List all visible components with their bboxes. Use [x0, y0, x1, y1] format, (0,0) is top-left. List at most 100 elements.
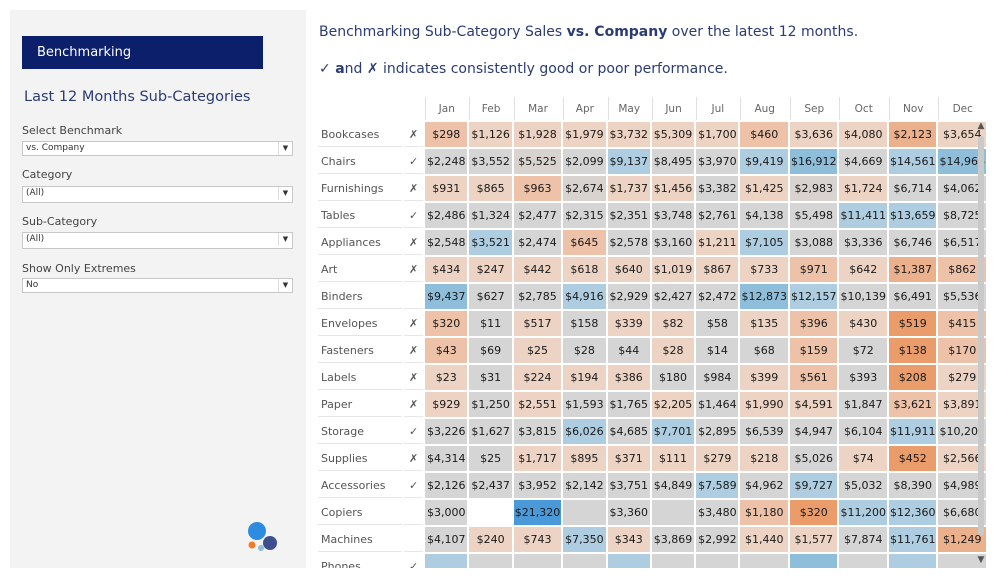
heatmap-cell[interactable]: $3,336 — [839, 230, 887, 255]
heatmap-cell[interactable]: $5,525 — [513, 149, 562, 174]
heatmap-cell[interactable]: $1,387 — [888, 257, 937, 282]
heatmap-cell[interactable]: $1,717 — [513, 446, 562, 471]
heatmap-cell[interactable] — [839, 554, 887, 568]
heatmap-cell[interactable] — [938, 554, 986, 568]
heatmap-cell[interactable]: $743 — [513, 527, 562, 552]
heatmap-cell[interactable]: $298 — [425, 122, 468, 147]
heatmap-cell[interactable]: $1,990 — [740, 392, 788, 417]
heatmap-cell[interactable]: $3,815 — [513, 419, 562, 444]
heatmap-cell[interactable]: $12,360 — [888, 500, 937, 525]
heatmap-cell[interactable]: $1,724 — [839, 176, 887, 201]
heatmap-cell[interactable]: $393 — [839, 365, 887, 390]
heatmap-cell[interactable]: $971 — [789, 257, 838, 282]
heatmap-cell[interactable]: $434 — [425, 257, 468, 282]
heatmap-cell[interactable]: $159 — [789, 338, 838, 363]
heatmap-cell[interactable] — [607, 554, 650, 568]
heatmap-cell[interactable]: $3,636 — [789, 122, 838, 147]
heatmap-cell[interactable]: $2,351 — [607, 203, 650, 228]
heatmap-cell[interactable]: $7,105 — [740, 230, 788, 255]
heatmap-cell[interactable]: $14,561 — [888, 149, 937, 174]
heatmap-cell[interactable]: $452 — [888, 446, 937, 471]
heatmap-cell[interactable]: $3,088 — [789, 230, 838, 255]
heatmap-cell[interactable]: $44 — [607, 338, 650, 363]
sub-category-dropdown[interactable]: (All) ▼ — [22, 232, 293, 249]
heatmap-cell[interactable]: $4,107 — [425, 527, 468, 552]
heatmap-cell[interactable]: $1,464 — [696, 392, 739, 417]
heatmap-cell[interactable]: $642 — [839, 257, 887, 282]
heatmap-cell[interactable]: $69 — [469, 338, 512, 363]
heatmap-cell[interactable] — [696, 554, 739, 568]
heatmap-cell[interactable]: $4,916 — [563, 284, 606, 309]
heatmap-cell[interactable]: $2,992 — [696, 527, 739, 552]
heatmap-cell[interactable]: $895 — [563, 446, 606, 471]
heatmap-cell[interactable]: $7,589 — [696, 473, 739, 498]
heatmap-cell[interactable]: $11,200 — [839, 500, 887, 525]
heatmap-cell[interactable]: $13,659 — [888, 203, 937, 228]
heatmap-cell[interactable]: $74 — [839, 446, 887, 471]
heatmap-cell[interactable]: $43 — [425, 338, 468, 363]
heatmap-cell[interactable]: $9,137 — [607, 149, 650, 174]
heatmap-cell[interactable]: $1,211 — [696, 230, 739, 255]
heatmap-cell[interactable]: $963 — [513, 176, 562, 201]
heatmap-cell[interactable]: $240 — [469, 527, 512, 552]
heatmap-cell[interactable]: $618 — [563, 257, 606, 282]
heatmap-cell[interactable]: $6,104 — [839, 419, 887, 444]
heatmap-cell[interactable]: $4,962 — [740, 473, 788, 498]
heatmap-cell[interactable]: $4,685 — [607, 419, 650, 444]
heatmap-cell[interactable]: $23 — [425, 365, 468, 390]
heatmap-cell[interactable]: $1,765 — [607, 392, 650, 417]
heatmap-cell[interactable]: $21,320 — [513, 500, 562, 525]
heatmap-cell[interactable]: $1,737 — [607, 176, 650, 201]
heatmap-cell[interactable]: $279 — [696, 446, 739, 471]
heatmap-cell[interactable]: $247 — [469, 257, 512, 282]
heatmap-cell[interactable] — [651, 554, 695, 568]
heatmap-cell[interactable]: $1,440 — [740, 527, 788, 552]
heatmap-cell[interactable]: $28 — [563, 338, 606, 363]
heatmap-cell[interactable]: $11,911 — [888, 419, 937, 444]
heatmap-cell[interactable]: $2,315 — [563, 203, 606, 228]
heatmap-cell[interactable]: $2,123 — [888, 122, 937, 147]
scroll-up-icon[interactable]: ▲ — [977, 121, 985, 131]
heatmap-cell[interactable]: $1,456 — [651, 176, 695, 201]
heatmap-cell[interactable]: $1,847 — [839, 392, 887, 417]
heatmap-cell[interactable]: $7,350 — [563, 527, 606, 552]
heatmap-cell[interactable]: $645 — [563, 230, 606, 255]
scroll-down-icon[interactable]: ▼ — [977, 555, 985, 565]
heatmap-cell[interactable]: $1,126 — [469, 122, 512, 147]
select-benchmark-dropdown[interactable]: vs. Company ▼ — [22, 141, 293, 156]
heatmap-cell[interactable]: $11,761 — [888, 527, 937, 552]
heatmap-cell[interactable]: $2,472 — [696, 284, 739, 309]
heatmap-cell[interactable]: $2,785 — [513, 284, 562, 309]
heatmap-cell[interactable]: $2,929 — [607, 284, 650, 309]
heatmap-cell[interactable]: $72 — [839, 338, 887, 363]
heatmap-cell[interactable]: $3,751 — [607, 473, 650, 498]
heatmap-cell[interactable] — [740, 554, 788, 568]
heatmap-cell[interactable]: $6,746 — [888, 230, 937, 255]
heatmap-cell[interactable]: $2,983 — [789, 176, 838, 201]
heatmap-cell[interactable]: $1,979 — [563, 122, 606, 147]
heatmap-cell[interactable]: $386 — [607, 365, 650, 390]
heatmap-cell[interactable]: $11 — [469, 311, 512, 336]
heatmap-cell[interactable]: $3,521 — [469, 230, 512, 255]
heatmap-cell[interactable]: $12,157 — [789, 284, 838, 309]
heatmap-cell[interactable]: $442 — [513, 257, 562, 282]
heatmap-cell[interactable]: $3,970 — [696, 149, 739, 174]
heatmap-cell[interactable]: $627 — [469, 284, 512, 309]
heatmap-cell[interactable]: $4,849 — [651, 473, 695, 498]
heatmap-cell[interactable]: $430 — [839, 311, 887, 336]
heatmap-cell[interactable] — [789, 554, 838, 568]
heatmap-cell[interactable]: $6,491 — [888, 284, 937, 309]
heatmap-cell[interactable]: $2,205 — [651, 392, 695, 417]
heatmap-cell[interactable]: $25 — [469, 446, 512, 471]
heatmap-cell[interactable]: $3,748 — [651, 203, 695, 228]
heatmap-cell[interactable]: $3,552 — [469, 149, 512, 174]
heatmap-cell[interactable]: $2,551 — [513, 392, 562, 417]
heatmap-cell[interactable]: $3,160 — [651, 230, 695, 255]
heatmap-cell[interactable]: $4,669 — [839, 149, 887, 174]
heatmap-cell[interactable]: $1,180 — [740, 500, 788, 525]
heatmap-cell[interactable]: $68 — [740, 338, 788, 363]
heatmap-cell[interactable]: $343 — [607, 527, 650, 552]
heatmap-cell[interactable]: $1,577 — [789, 527, 838, 552]
heatmap-cell[interactable] — [563, 554, 606, 568]
heatmap-cell[interactable]: $9,419 — [740, 149, 788, 174]
